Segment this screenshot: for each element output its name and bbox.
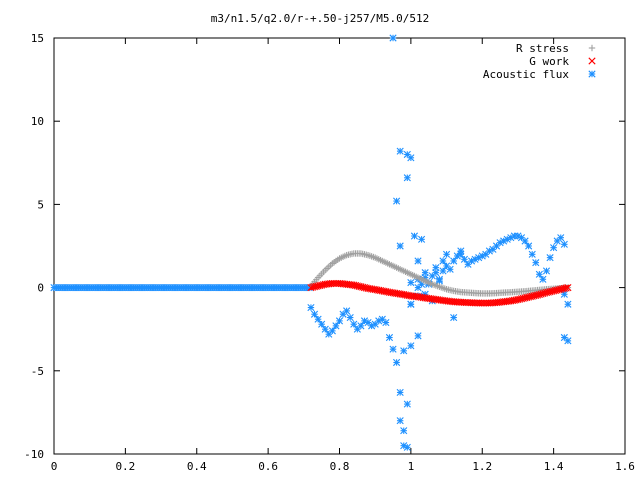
acoustic-flux-point — [542, 267, 551, 275]
acoustic-flux-point — [450, 313, 458, 322]
acoustic-flux-point — [407, 300, 415, 308]
x-tick-label: 0.2 — [115, 460, 135, 473]
x-axis: 0 0.2 0.4 0.6 0.8 1 1.2 1.4 1.6 — [51, 38, 635, 473]
acoustic-flux-point — [403, 400, 411, 408]
acoustic-flux-point — [407, 279, 415, 287]
acoustic-flux-point — [432, 269, 440, 277]
acoustic-flux-point — [521, 237, 529, 245]
acoustic-flux-point — [539, 275, 547, 283]
y-tick-label: 0 — [37, 282, 44, 295]
acoustic-flux-point — [525, 242, 533, 250]
acoustic-flux-point — [385, 333, 394, 342]
acoustic-flux-point — [450, 257, 458, 265]
acoustic-flux-point — [414, 332, 422, 340]
acoustic-flux-point — [393, 358, 401, 367]
acoustic-flux-point — [446, 265, 454, 273]
acoustic-flux-point — [393, 197, 401, 205]
x-tick-label: 1 — [408, 460, 415, 473]
plot-frame — [53, 37, 626, 455]
acoustic-flux-point — [314, 315, 322, 323]
y-tick-label: 10 — [31, 115, 44, 128]
acoustic-flux-point — [335, 317, 344, 325]
g-work-point — [564, 284, 572, 292]
acoustic-flux-point — [396, 417, 404, 425]
acoustic-flux-point — [318, 320, 326, 328]
acoustic-flux-point — [439, 257, 447, 265]
y-tick-label: -10 — [24, 448, 44, 461]
acoustic-flux-point — [532, 259, 540, 267]
data-marks — [50, 34, 572, 451]
acoustic-flux-point — [382, 318, 390, 327]
acoustic-flux-point — [332, 322, 340, 330]
acoustic-flux-point — [564, 300, 572, 308]
y-axis: -10 -5 0 5 10 15 — [24, 32, 625, 461]
y-tick-label: -5 — [31, 365, 44, 378]
acoustic-flux-point — [310, 310, 319, 318]
acoustic-flux-point — [492, 242, 501, 250]
x-tick-label: 0.6 — [258, 460, 278, 473]
acoustic-flux-point — [403, 174, 411, 182]
acoustic-flux-point — [396, 388, 404, 397]
acoustic-flux-point — [421, 269, 429, 277]
chart-title: m3/n1.5/q2.0/r-+.50-j257/M5.0/512 — [211, 12, 430, 25]
x-tick-label: 1.6 — [615, 460, 635, 473]
acoustic-flux-point — [528, 250, 536, 258]
acoustic-flux-point — [457, 247, 465, 255]
acoustic-flux-point — [410, 232, 419, 240]
acoustic-flux-point — [535, 270, 543, 278]
acoustic-flux-point — [460, 255, 468, 263]
legend-label: Acoustic flux — [483, 68, 569, 81]
acoustic-flux-point — [400, 427, 408, 435]
x-tick-label: 0 — [51, 460, 58, 473]
g-work-point — [562, 284, 570, 292]
x-tick-label: 0.8 — [330, 460, 350, 473]
acoustic-flux-point — [557, 234, 565, 242]
acoustic-flux-point — [560, 240, 568, 248]
acoustic-flux-point — [307, 303, 315, 312]
x-tick-label: 1.4 — [544, 460, 564, 473]
legend-marker — [588, 70, 596, 78]
acoustic-flux-point — [439, 267, 447, 275]
y-tick-label: 5 — [37, 198, 44, 211]
acoustic-flux-point — [546, 254, 554, 262]
y-tick-label: 15 — [31, 32, 44, 45]
acoustic-flux-point — [400, 347, 408, 355]
acoustic-flux-point — [414, 257, 422, 265]
acoustic-flux-point — [550, 244, 558, 252]
acoustic-flux-point — [442, 250, 451, 258]
acoustic-flux-point — [417, 235, 426, 243]
acoustic-flux-point — [357, 322, 365, 330]
x-tick-label: 0.4 — [187, 460, 207, 473]
acoustic-flux-point — [389, 34, 397, 42]
legend-label: G work — [529, 55, 569, 68]
legend-marker — [588, 57, 596, 65]
acoustic-flux-point — [560, 290, 568, 298]
legend-marker — [588, 44, 596, 52]
acoustic-flux-point — [396, 147, 404, 155]
acoustic-flux-point — [321, 325, 329, 333]
legend-label: R stress — [516, 42, 569, 55]
plot-border — [53, 37, 626, 455]
acoustic-flux-point — [350, 320, 358, 328]
acoustic-flux-point — [328, 327, 336, 335]
acoustic-flux-point — [407, 342, 415, 350]
acoustic-flux-point — [343, 307, 351, 315]
acoustic-flux-point — [389, 345, 397, 353]
acoustic-flux-point — [346, 313, 354, 322]
acoustic-flux-point — [407, 154, 415, 162]
acoustic-flux-point — [396, 242, 404, 250]
acoustic-flux-point — [564, 337, 572, 345]
x-tick-label: 1.2 — [472, 460, 492, 473]
acoustic-flux-point — [432, 264, 440, 272]
acoustic-flux-point — [403, 443, 411, 451]
